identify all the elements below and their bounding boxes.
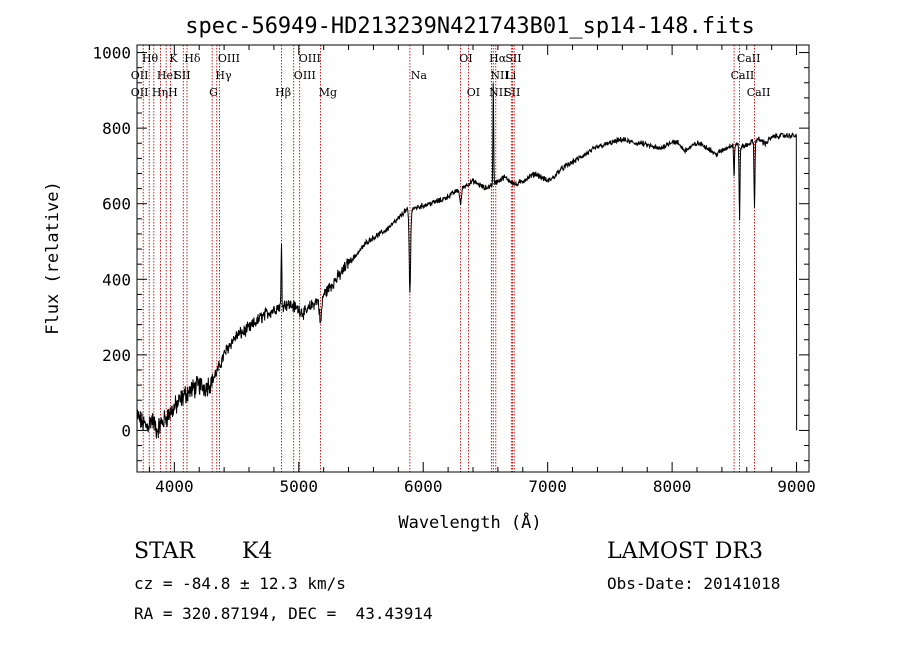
chart-title: spec-56949-HD213239N421743B01_sp14-148.f… [185,14,755,39]
object-class: STAR [134,539,195,564]
x-tick-label: 6000 [404,477,443,496]
x-tick-label: 4000 [155,477,194,496]
line-label: Hθ [142,52,159,65]
line-label: OI [467,86,480,99]
spectrum-line [136,82,798,439]
survey-name: LAMOST DR3 [607,539,763,564]
line-label: CaII [737,52,761,65]
line-label: OIII [294,69,316,82]
plot-frame [136,44,810,473]
line-label: H [168,86,178,99]
line-label: OI [459,52,472,65]
line-label: SII [505,52,521,65]
line-label: Hδ [184,52,201,65]
coordinates: RA = 320.87194, DEC = 43.43914 [134,604,433,623]
line-label: Li [505,69,516,82]
line-label: CaII [747,86,771,99]
line-label: Mg [319,86,337,99]
x-tick-label: 8000 [653,477,692,496]
line-label: Hα [489,52,507,65]
line-label: NII [490,69,508,82]
line-label: Hη [152,86,168,99]
redshift-cz: cz = -84.8 ± 12.3 km/s [134,574,346,593]
line-label: HeI [157,69,177,82]
y-tick-label: 400 [102,270,131,289]
line-label: OIII [299,52,321,65]
line-label: CaII [731,69,755,82]
line-label: OII [131,69,149,82]
line-label: OIII [218,52,240,65]
line-label: Na [411,69,428,82]
object-subclass: K4 [242,539,273,564]
y-tick-label: 800 [102,119,131,138]
x-tick-label: 5000 [280,477,319,496]
x-tick-label: 7000 [528,477,567,496]
line-label: OII [131,86,149,99]
line-label: SII [174,69,190,82]
y-tick-label: 600 [102,195,131,214]
y-tick-label: 0 [121,421,131,440]
x-axis-label: Wavelength (Å) [398,511,541,533]
axes: 4000 5000 6000 7000 8000 9000 0 200 400 600 800 100… [92,44,815,496]
y-axis-label: Flux (relative) [43,181,63,335]
y-tick-label: 1000 [92,44,131,63]
x-tick-label: 9000 [777,477,816,496]
line-label: Hβ [275,86,291,99]
line-label: SII [504,86,520,99]
line-label: G [209,86,218,99]
line-label: K [169,52,178,65]
y-tick-label: 200 [102,346,131,365]
observation-date: Obs-Date: 20141018 [607,574,781,593]
line-label: Hγ [215,69,232,82]
spectral-line-markers [142,45,755,472]
